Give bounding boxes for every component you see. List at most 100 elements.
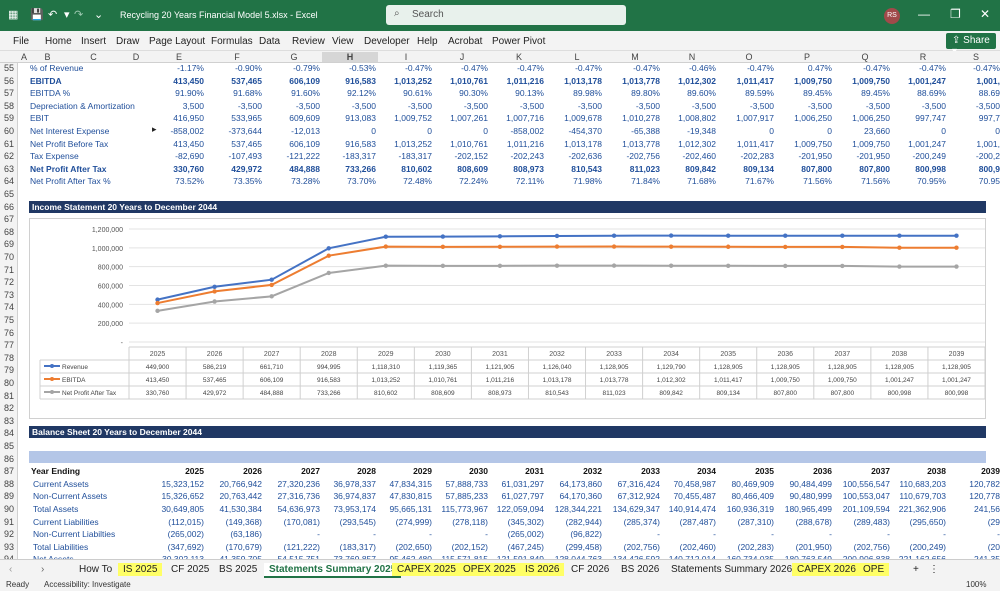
row-header-74[interactable]: 74 xyxy=(3,302,14,313)
cell-value[interactable]: 128,344,221 xyxy=(554,504,602,514)
col-header-P[interactable]: P xyxy=(803,52,810,62)
cell-value[interactable]: 67,312,924 xyxy=(617,491,660,502)
cell-value[interactable]: 807,800 xyxy=(801,163,832,174)
cell-value[interactable]: 67,316,424 xyxy=(617,478,660,489)
cell-value[interactable]: 0 xyxy=(371,126,376,136)
cell-value[interactable]: 809,842 xyxy=(685,163,716,174)
customize-toolbar-icon[interactable]: ⌄ xyxy=(94,9,104,21)
row-header-69[interactable]: 69 xyxy=(3,239,14,250)
cell-value[interactable]: 1,006,250 xyxy=(852,113,890,124)
cell-value[interactable]: 1,006,250 xyxy=(794,113,832,124)
cell-value[interactable]: (345,302) xyxy=(507,516,544,527)
cell-value[interactable]: 484,888 xyxy=(289,163,320,174)
cell-value[interactable]: 71.98% xyxy=(573,176,602,187)
cell-value[interactable]: -82,690 xyxy=(175,151,204,162)
add-sheet-icon[interactable]: + xyxy=(913,564,919,575)
menu-help[interactable]: Help xyxy=(417,36,438,47)
cell-value[interactable]: -0.47% xyxy=(517,63,544,73)
cell-value[interactable]: 1,010,278 xyxy=(622,113,660,124)
cell-value[interactable]: -0.90% xyxy=(235,63,262,73)
share-button[interactable]: ⇪ Share ▾ xyxy=(946,33,996,57)
row-header-61[interactable]: 61 xyxy=(3,138,14,149)
cell-value[interactable]: 800,998 xyxy=(915,163,946,174)
row-header-64[interactable]: 64 xyxy=(3,176,14,187)
cell-value[interactable]: 73.35% xyxy=(233,176,262,187)
cell-value[interactable]: (96,822) xyxy=(570,529,602,540)
cell-value[interactable]: 70,455,487 xyxy=(673,491,716,502)
cell-value[interactable]: -200,249 xyxy=(912,151,946,162)
cell-value[interactable]: 89.80% xyxy=(631,88,660,99)
cell-value[interactable]: 810,602 xyxy=(401,163,432,174)
tab-is-2026[interactable]: IS 2026 xyxy=(520,563,565,576)
cell-value[interactable]: 72.48% xyxy=(403,176,432,187)
cell-value[interactable]: 1,009,750 xyxy=(852,138,890,149)
cell-value[interactable]: 91.68% xyxy=(233,88,262,99)
cell-value[interactable]: 0 xyxy=(941,126,946,136)
cell-value[interactable]: (29 xyxy=(987,516,1000,527)
cell-value[interactable]: 0 xyxy=(769,126,774,136)
cell-value[interactable]: -200,2 xyxy=(975,151,1000,162)
search-input[interactable]: ⌕ Search xyxy=(386,5,626,25)
row-header-62[interactable]: 62 xyxy=(3,151,14,162)
cell-value[interactable]: 91.60% xyxy=(291,88,320,99)
cell-value[interactable]: 80,469,909 xyxy=(731,478,774,489)
row-header-55[interactable]: 55 xyxy=(3,63,14,73)
cell-value[interactable]: -3,500 xyxy=(691,100,716,111)
cell-value[interactable]: 47,830,815 xyxy=(389,491,432,502)
cell-value[interactable]: 61,027,797 xyxy=(501,491,544,502)
menu-review[interactable]: Review xyxy=(292,36,325,47)
cell-value[interactable]: 64,170,360 xyxy=(559,491,602,502)
tab-ope[interactable]: OPE xyxy=(858,563,890,576)
cell-value[interactable]: 73.52% xyxy=(175,176,204,187)
row-header-71[interactable]: 71 xyxy=(3,264,14,275)
cell-value[interactable]: 57,888,733 xyxy=(445,478,488,489)
cell-value[interactable]: - xyxy=(657,529,660,540)
cell-value[interactable]: 533,965 xyxy=(231,113,262,124)
cell-value[interactable]: 71.67% xyxy=(745,176,774,187)
cell-value[interactable]: -202,756 xyxy=(626,151,660,162)
row-header-88[interactable]: 88 xyxy=(3,478,14,489)
row-header-73[interactable]: 73 xyxy=(3,289,14,300)
cell-value[interactable]: 88.69 xyxy=(978,88,1000,99)
tab-statements-summary-2025[interactable]: Statements Summary 2025 xyxy=(264,563,402,578)
cell-value[interactable]: -3,500 xyxy=(577,100,602,111)
zoom-level[interactable]: 100% xyxy=(966,580,987,589)
menu-formulas[interactable]: Formulas xyxy=(211,36,253,47)
menu-data[interactable]: Data xyxy=(259,36,281,47)
menu-home[interactable]: Home xyxy=(45,36,72,47)
row-header-63[interactable]: 63 xyxy=(3,163,14,174)
cell-value[interactable]: 1,013,178 xyxy=(564,138,602,149)
cell-value[interactable]: - xyxy=(771,529,774,540)
col-header-N[interactable]: N xyxy=(688,52,696,62)
cell-value[interactable]: 1,012,302 xyxy=(678,138,716,149)
cell-value[interactable]: -3,500 xyxy=(519,100,544,111)
row-header-65[interactable]: 65 xyxy=(3,189,14,199)
row-header-83[interactable]: 83 xyxy=(3,415,14,426)
cell-value[interactable]: 1,011,417 xyxy=(736,138,774,149)
cell-value[interactable]: 71.56% xyxy=(861,176,890,187)
cell-value[interactable]: 23,660 xyxy=(864,126,890,136)
cell-value[interactable]: 73.70% xyxy=(347,176,376,187)
row-header-56[interactable]: 56 xyxy=(3,75,14,86)
cell-value[interactable]: 1,010,761 xyxy=(450,75,488,86)
cell-value[interactable]: 0 xyxy=(483,126,488,136)
cell-value[interactable]: (347,692) xyxy=(167,541,204,552)
col-header-R[interactable]: R xyxy=(919,52,927,62)
cell-value[interactable]: -201,950 xyxy=(798,151,832,162)
cell-value[interactable]: 1,008,802 xyxy=(678,113,716,124)
cell-value[interactable]: 36,974,837 xyxy=(333,491,376,502)
cell-value[interactable]: (289,483) xyxy=(853,516,890,527)
menu-view[interactable]: View xyxy=(332,36,354,47)
cell-value[interactable]: 0 xyxy=(427,126,432,136)
cell-value[interactable]: 72.24% xyxy=(459,176,488,187)
row-header-89[interactable]: 89 xyxy=(3,491,14,502)
cell-value[interactable]: 1,009,750 xyxy=(794,138,832,149)
cell-value[interactable]: 70.95 xyxy=(978,176,1000,187)
cell-value[interactable]: 413,450 xyxy=(173,75,204,86)
cell-value[interactable]: 1,011,417 xyxy=(736,75,774,86)
cell-value[interactable]: -1.17% xyxy=(177,63,204,73)
cell-value[interactable]: - xyxy=(943,529,946,540)
tab-capex-2026[interactable]: CAPEX 2026 xyxy=(792,563,861,576)
row-header-84[interactable]: 84 xyxy=(3,428,14,439)
cell-value[interactable]: 1,007,917 xyxy=(736,113,774,124)
